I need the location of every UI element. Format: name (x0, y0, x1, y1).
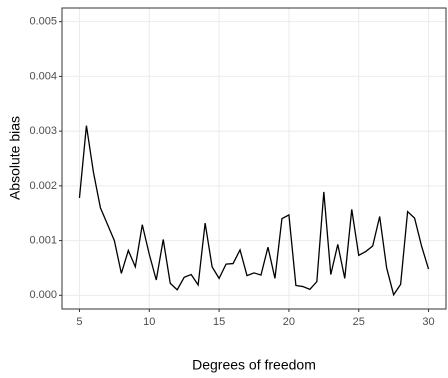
x-tick-label: 10 (143, 316, 155, 328)
line (78, 125, 430, 297)
y-tick-label: 0.004 (29, 70, 57, 82)
x-tick-label: 5 (76, 316, 82, 328)
panel-border (61, 7, 447, 310)
y-tick-label: 0.001 (29, 234, 57, 246)
x-axis-title: Degrees of freedom (192, 357, 316, 373)
x-tick-label: 20 (283, 316, 295, 328)
y-tick-label: 0.000 (29, 289, 57, 301)
x-tick-label: 25 (353, 316, 365, 328)
x-tick-label: 15 (213, 316, 225, 328)
x-tick-label: 30 (422, 316, 434, 328)
y-axis-title: Absolute bias (7, 116, 23, 200)
y-tick-label: 0.005 (29, 16, 57, 28)
y-tick-label: 0.003 (29, 125, 57, 137)
y-tick-label: 0.002 (29, 180, 57, 192)
